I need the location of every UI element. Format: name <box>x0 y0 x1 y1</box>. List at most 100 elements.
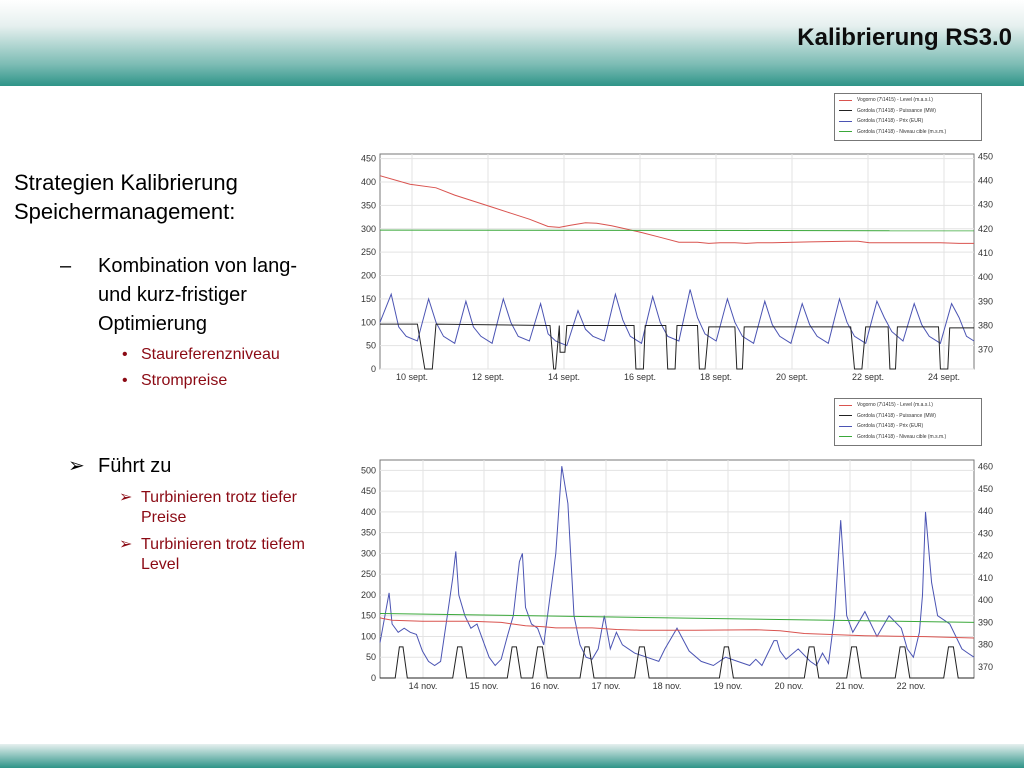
chart-september: 0 50 100 150 200 250 300 350 400 450 370 380 390 400 4… <box>361 151 993 382</box>
x-tick-label: 12 sept. <box>472 372 504 382</box>
sub-item-staureferenzniveau: • Staureferenzniveau <box>14 344 349 365</box>
y-tick-label-right: 400 <box>978 272 993 282</box>
y-tick-label-left: 100 <box>361 631 376 641</box>
legend-entry: Gordola (7\1418) - Prix (EUR) <box>839 116 977 127</box>
y-tick-label-right: 450 <box>978 151 993 161</box>
slide-title: Kalibrierung RS3.0 <box>797 24 1012 51</box>
sub-item-text: Staureferenzniveau <box>141 346 280 363</box>
plot-area <box>379 459 975 679</box>
y-tick-label-right: 380 <box>978 640 993 650</box>
x-tick-label: 24 sept. <box>928 372 960 382</box>
x-tick-label: 16 sept. <box>624 372 656 382</box>
dash-marker: – <box>60 255 72 277</box>
x-tick-label: 22 nov. <box>897 681 926 691</box>
y-tick-label-right: 380 <box>978 321 993 331</box>
legend-swatch <box>839 110 852 112</box>
y-tick-label-left: 450 <box>361 154 376 164</box>
y-tick-label-right: 370 <box>978 662 993 672</box>
y-tick-label-left: 150 <box>361 294 376 304</box>
chart-legend-bottom: Vogorno (7\1415) - Level (m.a.s.l.) Gord… <box>834 398 982 446</box>
y-tick-label-left: 250 <box>361 569 376 579</box>
legend-label: Gordola (7\1418) - Puissance (MW) <box>857 107 936 114</box>
sub-item-text: Turbinieren trotz tiefer <box>141 489 297 506</box>
legend-entry: Gordola (7\1418) - Niveau cible (m.s.m.) <box>839 127 977 138</box>
y-tick-label-right: 410 <box>978 248 993 258</box>
y-tick-label-left: 400 <box>361 177 376 187</box>
list-item-text: Optimierung <box>98 313 207 335</box>
series-line-puissance <box>380 646 974 679</box>
slide-body: Strategien Kalibrierung Speichermanageme… <box>14 168 349 575</box>
sub-item-preise: ➢ Turbinieren trotz tiefer Preise <box>14 488 349 528</box>
list-item-fuehrt-zu: ➢ Führt zu <box>14 452 349 481</box>
series-line-puissance <box>380 323 974 370</box>
sub-item-level: ➢ Turbinieren trotz tiefem Level <box>14 535 349 575</box>
legend-label: Gordola (7\1418) - Puissance (MW) <box>857 412 936 419</box>
y-tick-label-left: 400 <box>361 507 376 517</box>
legend-swatch <box>839 436 852 438</box>
legend-swatch <box>839 415 852 417</box>
y-tick-label-left: 100 <box>361 317 376 327</box>
series-line-level <box>379 175 974 244</box>
y-tick-label-left: 200 <box>361 590 376 600</box>
y-tick-label-right: 420 <box>978 224 993 234</box>
x-tick-label: 20 sept. <box>776 372 808 382</box>
y-tick-label-left: 0 <box>371 673 376 683</box>
x-tick-label: 19 nov. <box>714 681 743 691</box>
sub-item-text: Strompreise <box>141 372 228 389</box>
legend-entry: Gordola (7\1418) - Prix (EUR) <box>839 421 977 432</box>
y-tick-label-right: 440 <box>978 506 993 516</box>
sub-item-text: Level <box>141 556 180 573</box>
legend-swatch <box>839 404 852 406</box>
y-tick-label-left: 50 <box>366 341 376 351</box>
legend-swatch <box>839 131 852 133</box>
arrow-bullet-icon: ➢ <box>119 489 133 506</box>
y-tick-label-right: 450 <box>978 484 993 494</box>
legend-swatch <box>839 120 852 122</box>
series-line-level <box>379 617 975 639</box>
footer-band <box>0 744 1024 768</box>
y-tick-label-right: 390 <box>978 617 993 627</box>
y-tick-label-right: 420 <box>978 551 993 561</box>
y-tick-label-right: 410 <box>978 573 993 583</box>
arrow-bullet-icon: ➢ <box>119 536 133 553</box>
series-line-prix <box>379 466 975 667</box>
legend-label: Gordola (7\1418) - Prix (EUR) <box>857 118 924 124</box>
x-tick-label: 14 sept. <box>548 372 580 382</box>
bullet-marker: • <box>122 372 128 389</box>
legend-label: Gordola (7\1418) - Niveau cible (m.s.m.) <box>857 433 947 440</box>
x-tick-label: 18 nov. <box>653 681 682 691</box>
x-tick-label: 17 nov. <box>592 681 621 691</box>
sub-item-text: Preise <box>141 509 187 526</box>
x-tick-label: 16 nov. <box>531 681 560 691</box>
y-tick-label-left: 350 <box>361 528 376 538</box>
y-tick-label-left: 0 <box>371 364 376 374</box>
legend-entry: Vogorno (7\1415) - Level (m.a.s.l.) <box>839 400 977 411</box>
list-item-combination: – Kombination von lang- und kurz-fristig… <box>14 252 349 339</box>
x-tick-label: 21 nov. <box>836 681 865 691</box>
list-item-text: und kurz-fristiger <box>98 284 247 306</box>
y-tick-label-right: 370 <box>978 345 993 355</box>
header-band: Kalibrierung RS3.0 <box>0 0 1024 86</box>
heading-line: Speichermanagement: <box>14 199 236 224</box>
legend-entry: Gordola (7\1418) - Puissance (MW) <box>839 106 977 117</box>
heading: Strategien Kalibrierung Speichermanageme… <box>14 168 349 226</box>
y-tick-label-right: 440 <box>978 176 993 186</box>
series-line-niveau-cible <box>379 229 975 232</box>
chart-legend-top: Vogorno (7\1415) - Level (m.a.s.l.) Gord… <box>834 93 982 141</box>
arrow-bullet-icon: ➢ <box>68 455 85 477</box>
legend-label: Gordola (7\1418) - Niveau cible (m.s.m.) <box>857 128 947 135</box>
y-tick-label-left: 350 <box>361 200 376 210</box>
y-tick-label-right: 430 <box>978 528 993 538</box>
chart-november: 0 50 100 150 200 250 300 350 400 450 500 370 380 390 4… <box>361 459 993 691</box>
y-tick-label-right: 390 <box>978 296 993 306</box>
heading-line: Strategien Kalibrierung <box>14 170 238 195</box>
y-tick-label-left: 200 <box>361 271 376 281</box>
y-tick-label-left: 500 <box>361 465 376 475</box>
y-tick-label-left: 300 <box>361 548 376 558</box>
x-tick-label: 18 sept. <box>700 372 732 382</box>
y-tick-label-right: 400 <box>978 595 993 605</box>
y-tick-label-left: 300 <box>361 224 376 234</box>
x-tick-label: 20 nov. <box>775 681 804 691</box>
legend-label: Vogorno (7\1415) - Level (m.a.s.l.) <box>857 97 933 103</box>
y-tick-label-left: 250 <box>361 247 376 257</box>
